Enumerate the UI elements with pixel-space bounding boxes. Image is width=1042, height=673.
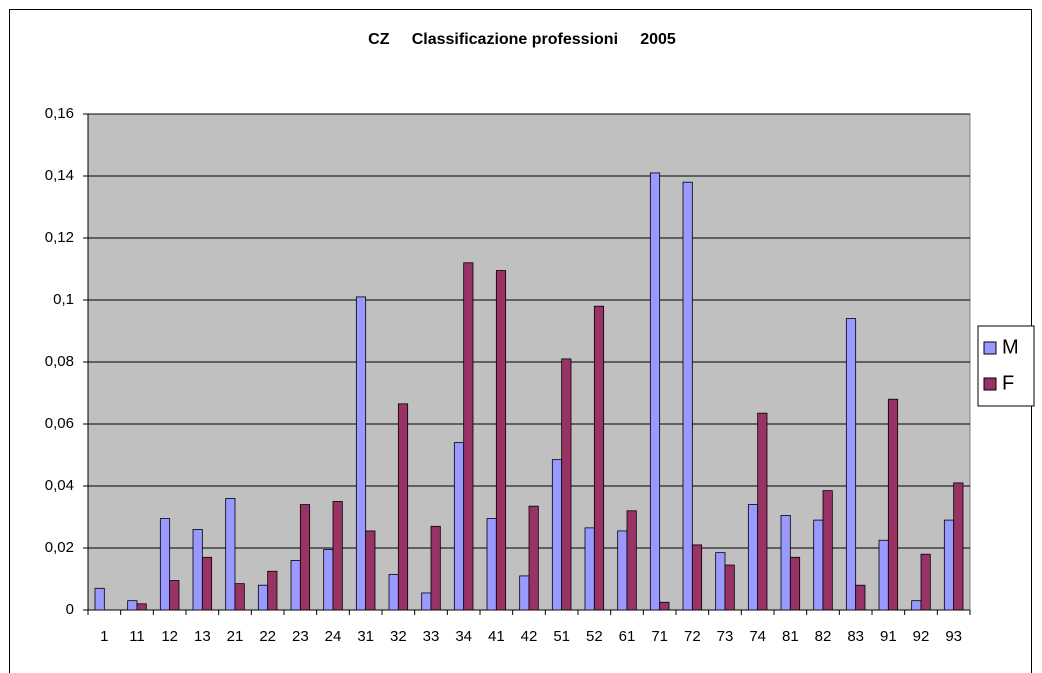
y-tick-label: 0,06 [45, 415, 74, 432]
x-tick-label: 83 [847, 628, 864, 645]
bar [159, 518, 171, 611]
bar [943, 519, 955, 611]
bar [421, 592, 432, 611]
x-tick-label: 81 [782, 628, 799, 645]
bar [551, 459, 563, 611]
bar [626, 510, 637, 611]
x-tick-label: 24 [325, 628, 342, 645]
bar [813, 519, 824, 611]
x-tick-label: 74 [749, 628, 766, 645]
bar [789, 556, 801, 611]
x-tick-label: 92 [913, 628, 930, 645]
x-tick-label: 71 [651, 628, 668, 645]
bar [225, 497, 236, 611]
x-tick-label: 22 [259, 628, 276, 645]
y-tick-label: 0,16 [45, 105, 74, 122]
x-tick-label: 51 [553, 628, 570, 645]
x-tick-label: 93 [945, 628, 962, 645]
bar [715, 552, 726, 611]
legend-swatch [983, 341, 997, 355]
bar [332, 501, 343, 611]
bar [299, 504, 311, 611]
bar [780, 515, 791, 611]
x-tick-label: 72 [684, 628, 701, 645]
x-tick-label: 61 [619, 628, 636, 645]
y-tick-label: 0,02 [45, 539, 74, 556]
bar [192, 529, 203, 611]
x-tick-label: 11 [129, 628, 145, 645]
bar [878, 539, 889, 611]
bar [845, 318, 857, 611]
bar [234, 583, 245, 611]
bar [430, 525, 441, 611]
y-tick-label: 0,14 [45, 167, 74, 184]
x-tick-label: 21 [227, 628, 244, 645]
bar [486, 518, 497, 611]
x-tick-label: 23 [292, 628, 309, 645]
x-tick-label: 13 [194, 628, 211, 645]
bar [463, 262, 474, 611]
bar [747, 504, 759, 611]
y-tick-label: 0,04 [45, 477, 74, 494]
x-tick-label: 42 [521, 628, 538, 645]
x-tick-label: 41 [488, 628, 505, 645]
x-tick-label: 91 [880, 628, 897, 645]
x-tick-label: 32 [390, 628, 407, 645]
chart-title: CZ Classificazione professioni 2005 [368, 31, 676, 48]
legend-label: F [1002, 372, 1014, 394]
y-tick-label: 0 [66, 601, 74, 618]
bar [136, 603, 147, 611]
bar [528, 505, 539, 611]
bar [561, 358, 572, 611]
bar [691, 544, 703, 611]
bar [593, 305, 605, 611]
bar [94, 587, 105, 611]
x-tick-label: 33 [423, 628, 440, 645]
bar [388, 573, 399, 611]
bar [257, 584, 269, 611]
legend-swatch [983, 377, 997, 391]
bar [169, 580, 180, 611]
bar [323, 549, 334, 611]
legend-box [977, 325, 1035, 407]
bar [649, 172, 661, 611]
bar [201, 556, 213, 611]
bar [127, 600, 138, 611]
bar [397, 403, 409, 611]
x-tick-label: 82 [815, 628, 832, 645]
bar [519, 575, 530, 611]
bar [724, 564, 735, 611]
bar [920, 553, 931, 611]
y-tick-label: 0,08 [45, 353, 74, 370]
x-tick-label: 1 [100, 628, 108, 645]
legend-label: M [1002, 336, 1019, 358]
bar [953, 482, 964, 611]
bar [453, 442, 465, 611]
x-tick-label: 12 [161, 628, 178, 645]
x-tick-label: 31 [357, 628, 374, 645]
y-tick-label: 0,1 [53, 291, 74, 308]
bar [887, 398, 899, 611]
x-tick-label: 34 [455, 628, 472, 645]
bar [290, 560, 301, 611]
bar [617, 530, 628, 611]
bar [682, 181, 693, 611]
bar [267, 570, 278, 611]
bar [355, 296, 367, 611]
bar [495, 270, 507, 611]
bar [365, 530, 376, 611]
x-tick-label: 52 [586, 628, 603, 645]
bar [822, 490, 833, 611]
bar [659, 601, 670, 611]
bar [855, 584, 866, 611]
bar [757, 412, 768, 611]
bar [911, 600, 922, 611]
bar [584, 527, 595, 611]
y-tick-label: 0,12 [45, 229, 74, 246]
x-tick-label: 73 [717, 628, 734, 645]
